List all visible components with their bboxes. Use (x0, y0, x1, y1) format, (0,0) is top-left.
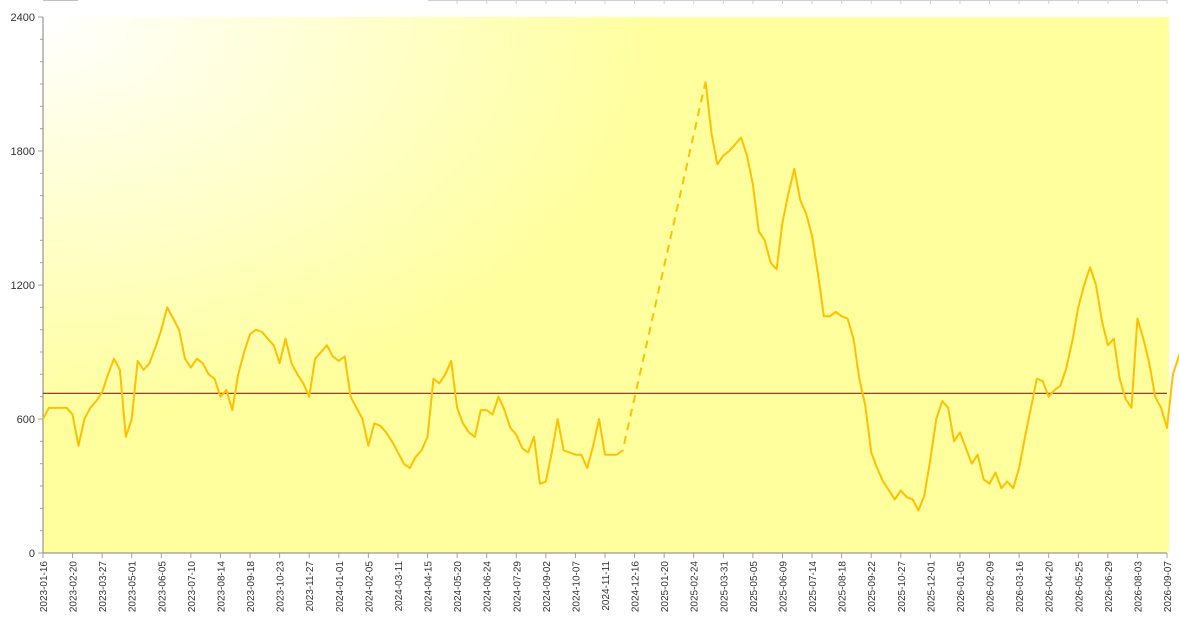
plot-area (43, 17, 1169, 553)
y-axis: 0 600 1200 1800 2400 (11, 12, 44, 560)
x-tick-label: 2024-07-29 (512, 561, 523, 613)
x-tick-label: 2025-01-20 (660, 561, 671, 613)
series-line-gap-dashed (616, 81, 707, 456)
x-tick-label: 2026-02-09 (986, 561, 997, 613)
x-tick-label: 2024-06-24 (483, 561, 494, 613)
x-tick-label: 2025-05-05 (749, 561, 760, 613)
x-tick-label: 2024-04-15 (424, 561, 435, 613)
x-tick-label: 2026-06-29 (1104, 561, 1115, 613)
x-tick-label: 2025-09-22 (867, 561, 878, 613)
x-tick-label: 2024-09-02 (542, 561, 553, 613)
x-tick-label: 2024-11-11 (601, 561, 612, 611)
y-tick-label: 600 (17, 414, 35, 426)
x-tick-label: 2023-07-10 (187, 561, 198, 613)
x-tick-label: 2023-03-27 (98, 561, 109, 613)
x-tick-label: 2025-08-18 (838, 561, 849, 613)
x-tick-label: 2025-10-27 (897, 561, 908, 613)
series-line (42, 81, 1179, 512)
x-tick-label: 2024-03-11 (394, 561, 405, 612)
x-tick-label: 2026-03-16 (1015, 561, 1026, 613)
x-tick-label: 2024-02-05 (364, 561, 375, 613)
x-tick-label: 2025-06-09 (778, 561, 789, 613)
x-tick-label: 2023-10-23 (276, 561, 287, 613)
top-gridline-stubs (428, 0, 1168, 4)
x-tick-label: 2023-11-27 (305, 561, 316, 612)
x-tick-label: 2025-12-01 (926, 561, 937, 613)
x-axis: 2023-01-16 2023-02-20 2023-03-27 2023-05-01… (39, 552, 1174, 613)
x-tick-label: 2023-01-16 (39, 561, 50, 613)
x-tick-label: 2025-03-31 (719, 561, 730, 613)
x-tick-label: 2024-05-20 (453, 561, 464, 613)
x-tick-label: 2024-12-16 (631, 561, 642, 613)
x-tick-label: 2026-04-20 (1045, 561, 1056, 613)
y-tick-label: 2400 (11, 12, 35, 24)
x-tick-label: 2026-05-25 (1074, 561, 1085, 613)
x-tick-label: 2024-01-01 (335, 561, 346, 613)
x-tick-label: 2026-08-03 (1133, 561, 1144, 613)
series-line-segment-2 (704, 81, 1179, 512)
x-tick-label: 2024-10-07 (571, 561, 582, 613)
x-tick-label: 2025-07-14 (808, 561, 819, 613)
x-tick-label: 2023-05-01 (128, 561, 139, 613)
y-tick-label: 0 (29, 548, 35, 560)
x-tick-label: 2026-09-07 (1163, 561, 1174, 613)
x-tick-label: 2023-09-18 (246, 561, 257, 613)
x-tick-label: 2023-06-05 (157, 561, 168, 613)
x-tick-label: 2026-01-05 (956, 561, 967, 613)
x-tick-label: 2023-02-20 (69, 561, 80, 613)
series-line-segment-1 (42, 306, 617, 485)
x-tick-label: 2025-02-24 (690, 561, 701, 613)
y-tick-label: 1200 (11, 280, 35, 292)
y-tick-label: 1800 (11, 146, 35, 158)
x-tick-label: 2023-08-14 (216, 561, 227, 613)
